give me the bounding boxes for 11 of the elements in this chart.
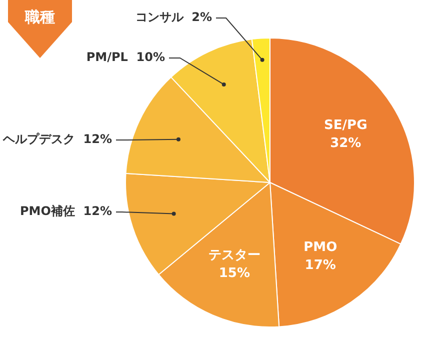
slice-label: コンサル 2% bbox=[135, 10, 212, 24]
slice-label: テスター bbox=[208, 248, 260, 264]
chart-title: 職種 bbox=[24, 8, 56, 27]
data-label: 17% bbox=[304, 258, 336, 273]
data-label: 32% bbox=[330, 136, 362, 151]
slice-label: ヘルプデスク 12% bbox=[2, 132, 112, 146]
slice-label: SE/PG bbox=[324, 118, 368, 133]
data-label: 15% bbox=[218, 266, 250, 282]
slice-label: PMO補佐 12% bbox=[20, 204, 112, 218]
slice-label: PMO bbox=[304, 240, 338, 255]
slice-label: PM/PL 10% bbox=[86, 50, 165, 64]
